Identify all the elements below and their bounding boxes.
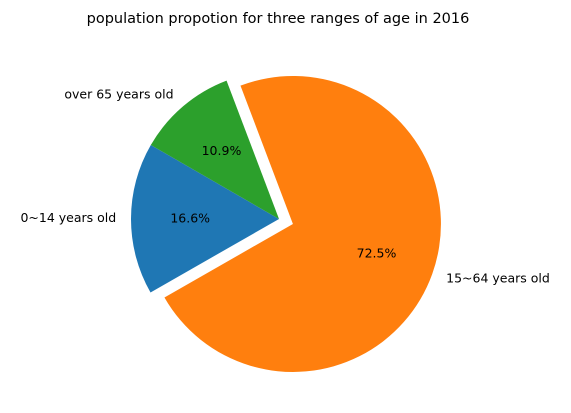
pie-slice-label-1: 15~64 years old — [446, 270, 550, 285]
pie-slice-percent-1: 72.5% — [357, 245, 397, 260]
chart-title: population propotion for three ranges of… — [87, 11, 470, 27]
pie-slice-1 — [164, 75, 441, 372]
pie-slice-percent-0: 16.6% — [170, 210, 210, 225]
pie-slice-label-2: over 65 years old — [64, 86, 173, 101]
pie-slices — [131, 75, 441, 372]
pie-labels: 0~14 years old 16.6% 15~64 years old 72.5% o… — [20, 86, 549, 285]
pie-slice-0 — [131, 145, 279, 293]
pie-slice-2 — [150, 80, 279, 219]
pie-slice-percent-2: 10.9% — [202, 143, 242, 158]
pie-slice-label-0: 0~14 years old — [20, 210, 116, 225]
